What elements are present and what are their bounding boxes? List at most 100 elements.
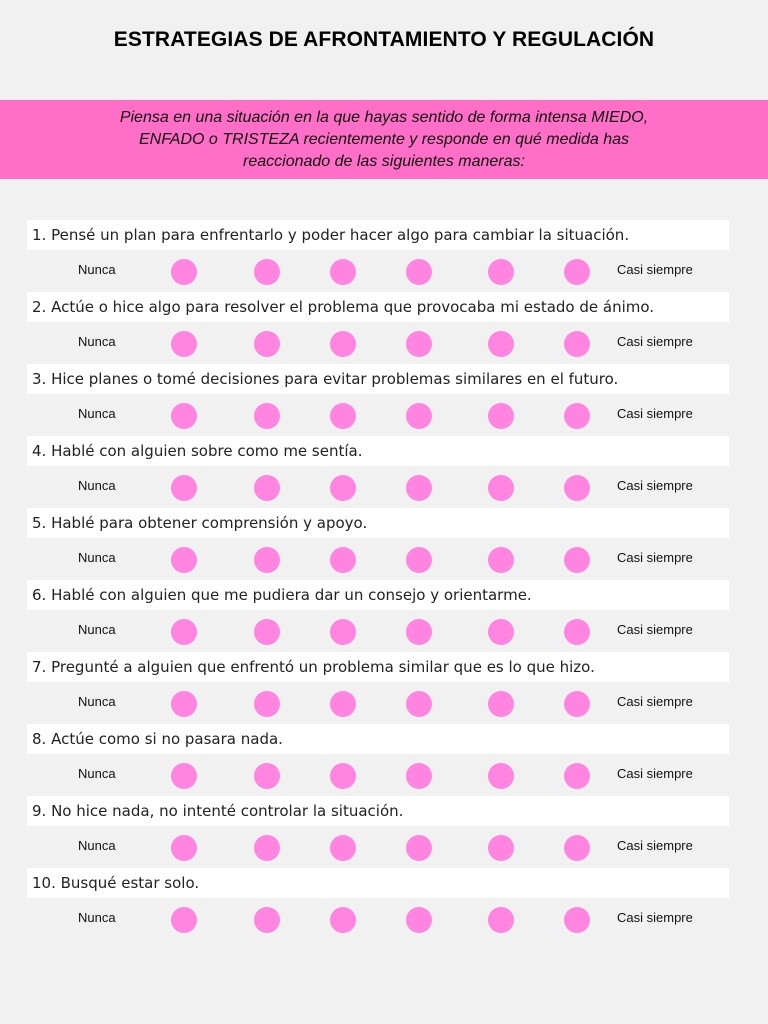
rating-option-4[interactable]: [406, 403, 432, 429]
rating-option-2[interactable]: [254, 259, 280, 285]
question-item: 2. Actúe o hice algo para resolver el pr…: [0, 292, 768, 364]
scale-low-label: Nunca: [78, 910, 116, 925]
instructions-line: ENFADO o TRISTEZA recientemente y respon…: [138, 131, 629, 148]
rating-option-3[interactable]: [330, 259, 356, 285]
instructions-line: reaccionado de las siguientes maneras:: [243, 153, 525, 170]
rating-option-5[interactable]: [488, 763, 514, 789]
rating-option-4[interactable]: [406, 259, 432, 285]
rating-option-3[interactable]: [330, 403, 356, 429]
scale-high-label: Casi siempre: [617, 838, 693, 853]
question-text: 2. Actúe o hice algo para resolver el pr…: [27, 292, 729, 322]
rating-scale: Nunca Casi siempre: [0, 760, 768, 790]
rating-scale: Nunca Casi siempre: [0, 616, 768, 646]
rating-option-6[interactable]: [564, 763, 590, 789]
rating-option-1[interactable]: [171, 763, 197, 789]
rating-option-6[interactable]: [564, 259, 590, 285]
rating-option-4[interactable]: [406, 907, 432, 933]
rating-scale: Nunca Casi siempre: [0, 832, 768, 862]
rating-option-5[interactable]: [488, 403, 514, 429]
rating-option-5[interactable]: [488, 619, 514, 645]
rating-option-4[interactable]: [406, 691, 432, 717]
question-text: 7. Pregunté a alguien que enfrentó un pr…: [27, 652, 729, 682]
question-item: 10. Busqué estar solo. Nunca Casi siempre: [0, 868, 768, 940]
scale-low-label: Nunca: [78, 478, 116, 493]
rating-option-1[interactable]: [171, 475, 197, 501]
rating-option-1[interactable]: [171, 259, 197, 285]
scale-low-label: Nunca: [78, 262, 116, 277]
rating-option-1[interactable]: [171, 547, 197, 573]
question-item: 8. Actúe como si no pasara nada. Nunca Cas…: [0, 724, 768, 796]
scale-low-label: Nunca: [78, 694, 116, 709]
page-title: ESTRATEGIAS DE AFRONTAMIENTO Y REGULACIÓ…: [113, 28, 655, 51]
rating-option-3[interactable]: [330, 691, 356, 717]
question-text: 10. Busqué estar solo.: [27, 868, 729, 898]
rating-option-1[interactable]: [171, 403, 197, 429]
scale-high-label: Casi siempre: [617, 334, 693, 349]
rating-option-2[interactable]: [254, 763, 280, 789]
instructions-text: Piensa en una situación en la que hayas …: [84, 107, 684, 173]
scale-low-label: Nunca: [78, 838, 116, 853]
rating-option-5[interactable]: [488, 547, 514, 573]
rating-option-3[interactable]: [330, 763, 356, 789]
question-text: 6. Hablé con alguien que me pudiera dar …: [27, 580, 729, 610]
scale-high-label: Casi siempre: [617, 766, 693, 781]
rating-option-4[interactable]: [406, 619, 432, 645]
question-item: 1. Pensé un plan para enfrentarlo y pode…: [0, 220, 768, 292]
rating-option-4[interactable]: [406, 835, 432, 861]
rating-option-6[interactable]: [564, 835, 590, 861]
rating-scale: Nunca Casi siempre: [0, 688, 768, 718]
rating-option-1[interactable]: [171, 907, 197, 933]
scale-low-label: Nunca: [78, 550, 116, 565]
rating-option-5[interactable]: [488, 835, 514, 861]
rating-option-1[interactable]: [171, 331, 197, 357]
scale-high-label: Casi siempre: [617, 694, 693, 709]
rating-option-6[interactable]: [564, 691, 590, 717]
rating-option-3[interactable]: [330, 907, 356, 933]
instructions-line: Piensa en una situación en la que hayas …: [119, 109, 649, 126]
rating-option-6[interactable]: [564, 547, 590, 573]
scale-high-label: Casi siempre: [617, 406, 693, 421]
rating-option-3[interactable]: [330, 475, 356, 501]
rating-option-3[interactable]: [330, 331, 356, 357]
rating-option-2[interactable]: [254, 475, 280, 501]
scale-high-label: Casi siempre: [617, 550, 693, 565]
question-item: 6. Hablé con alguien que me pudiera dar …: [0, 580, 768, 652]
rating-option-6[interactable]: [564, 331, 590, 357]
rating-option-2[interactable]: [254, 547, 280, 573]
rating-option-2[interactable]: [254, 331, 280, 357]
rating-option-1[interactable]: [171, 835, 197, 861]
question-item: 7. Pregunté a alguien que enfrentó un pr…: [0, 652, 768, 724]
rating-option-6[interactable]: [564, 619, 590, 645]
rating-scale: Nunca Casi siempre: [0, 400, 768, 430]
rating-option-1[interactable]: [171, 619, 197, 645]
rating-option-4[interactable]: [406, 331, 432, 357]
question-text: 9. No hice nada, no intenté controlar la…: [27, 796, 729, 826]
rating-option-2[interactable]: [254, 907, 280, 933]
rating-option-5[interactable]: [488, 259, 514, 285]
rating-option-5[interactable]: [488, 691, 514, 717]
rating-option-4[interactable]: [406, 763, 432, 789]
rating-option-5[interactable]: [488, 475, 514, 501]
rating-option-5[interactable]: [488, 907, 514, 933]
question-item: 3. Hice planes o tomé decisiones para ev…: [0, 364, 768, 436]
instructions-banner: Piensa en una situación en la que hayas …: [0, 100, 768, 179]
rating-option-3[interactable]: [330, 547, 356, 573]
rating-option-2[interactable]: [254, 691, 280, 717]
rating-option-2[interactable]: [254, 835, 280, 861]
rating-option-2[interactable]: [254, 403, 280, 429]
rating-option-5[interactable]: [488, 331, 514, 357]
rating-option-3[interactable]: [330, 835, 356, 861]
rating-option-2[interactable]: [254, 619, 280, 645]
rating-scale: Nunca Casi siempre: [0, 472, 768, 502]
scale-high-label: Casi siempre: [617, 910, 693, 925]
scale-low-label: Nunca: [78, 334, 116, 349]
rating-option-1[interactable]: [171, 691, 197, 717]
rating-option-4[interactable]: [406, 547, 432, 573]
rating-option-4[interactable]: [406, 475, 432, 501]
rating-option-6[interactable]: [564, 475, 590, 501]
question-item: 4. Hablé con alguien sobre como me sentí…: [0, 436, 768, 508]
rating-option-6[interactable]: [564, 403, 590, 429]
rating-option-3[interactable]: [330, 619, 356, 645]
rating-option-6[interactable]: [564, 907, 590, 933]
question-text: 3. Hice planes o tomé decisiones para ev…: [27, 364, 729, 394]
